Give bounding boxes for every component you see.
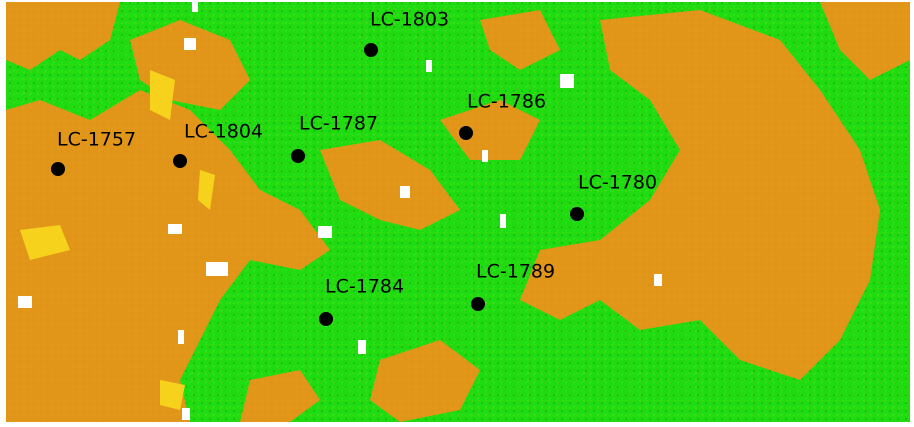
site-marker bbox=[291, 149, 305, 163]
site-marker bbox=[319, 312, 333, 326]
site-marker bbox=[570, 207, 584, 221]
site-label: LC-1787 bbox=[299, 113, 378, 135]
site-label: LC-1789 bbox=[476, 261, 555, 283]
site-label: LC-1780 bbox=[578, 172, 657, 194]
site-label: LC-1786 bbox=[467, 91, 546, 113]
site-label: LC-1803 bbox=[370, 9, 449, 31]
map: LC-1803 LC-1786 LC-1787 LC-1804 LC-1757 LC-17… bbox=[0, 0, 914, 427]
page: {"map": {"sites": ["LC-1803", "LC-1786",… bbox=[0, 0, 914, 427]
site-marker bbox=[471, 297, 485, 311]
site-label: LC-1757 bbox=[57, 129, 136, 151]
site-marker bbox=[364, 43, 378, 57]
site-label: LC-1784 bbox=[325, 276, 404, 298]
site-marker bbox=[173, 154, 187, 168]
site-marker bbox=[51, 162, 65, 176]
site-marker bbox=[459, 126, 473, 140]
site-label: LC-1804 bbox=[184, 121, 263, 143]
terrain bbox=[6, 2, 910, 422]
